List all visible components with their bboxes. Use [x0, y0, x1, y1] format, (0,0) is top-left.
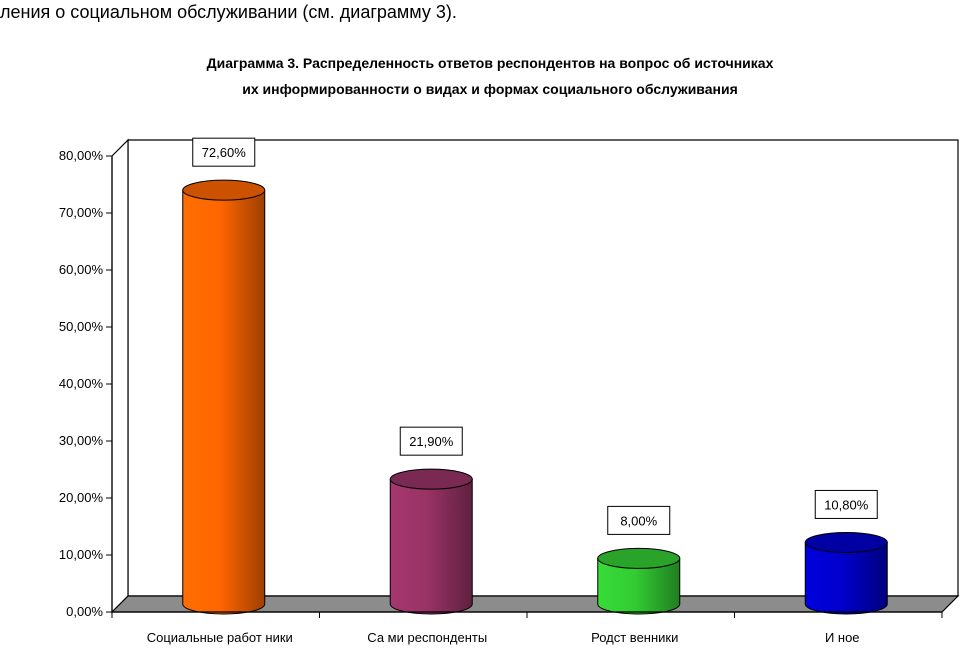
- side-wall: [111, 138, 129, 614]
- x-axis: Социальные работ ники Са ми респонденты Ро…: [111, 611, 943, 645]
- bar-top: [182, 179, 266, 201]
- x-category-label: Родст венники: [591, 630, 678, 645]
- data-label: 21,90%: [409, 434, 454, 449]
- y-tick-label: 10,00%: [59, 547, 104, 562]
- data-label-box: [399, 426, 463, 456]
- y-tick-label: 0,00%: [66, 604, 103, 619]
- data-label: 72,60%: [202, 145, 247, 160]
- data-label-box: [607, 505, 671, 535]
- y-tick-label: 80,00%: [59, 148, 104, 163]
- y-tick-label: 30,00%: [59, 433, 104, 448]
- data-label: 8,00%: [620, 513, 657, 528]
- plot-frame: [110, 138, 960, 614]
- y-tick-label: 20,00%: [59, 490, 104, 505]
- y-tick-label: 50,00%: [59, 319, 104, 334]
- bar-body: [389, 478, 473, 615]
- bar-1: 72,60%: [182, 137, 266, 615]
- bar-body: [597, 557, 681, 615]
- bar-body: [804, 541, 888, 615]
- lead-text: ления о социальном обслуживании (см. диа…: [0, 2, 457, 22]
- x-category-label: И ное: [825, 630, 860, 645]
- x-category-label: Социальные работ ники: [147, 630, 293, 645]
- bar-body: [182, 189, 266, 615]
- y-tick-label: 70,00%: [59, 205, 104, 220]
- bar-2: 21,90%: [389, 426, 473, 615]
- data-label: 10,80%: [824, 497, 869, 512]
- bar-3: 8,00%: [597, 505, 681, 615]
- bar-top: [804, 531, 888, 553]
- bar-top: [597, 547, 681, 569]
- chart-subtitle: их информированности о видах и формах со…: [242, 81, 738, 97]
- y-tick-label: 60,00%: [59, 262, 104, 277]
- y-tick-label: 40,00%: [59, 376, 104, 391]
- y-axis: 0,00% 10,00% 20,00% 30,00% 40,00% 50,00% 60,00…: [59, 148, 113, 619]
- x-category-label: Са ми респонденты: [367, 630, 487, 645]
- bars: 72,60% 21,90% 8,00% 10,80%: [182, 137, 888, 615]
- data-label-box: [192, 137, 256, 167]
- bar-4: 10,80%: [804, 489, 888, 615]
- chart-title: Диаграмма 3. Распределенность ответов ре…: [207, 55, 774, 71]
- data-label-box: [814, 489, 878, 519]
- bar-top: [389, 468, 473, 490]
